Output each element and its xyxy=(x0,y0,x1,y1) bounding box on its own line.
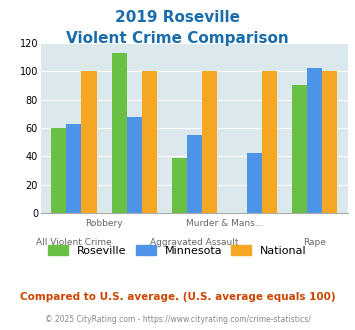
Bar xyxy=(172,158,187,213)
Bar xyxy=(187,135,202,213)
Legend: Roseville, Minnesota, National: Roseville, Minnesota, National xyxy=(44,241,311,260)
Text: 2019 Roseville: 2019 Roseville xyxy=(115,10,240,25)
Bar xyxy=(142,71,157,213)
Bar xyxy=(307,68,322,213)
Bar xyxy=(51,128,66,213)
Text: All Violent Crime: All Violent Crime xyxy=(36,238,112,247)
Text: Robbery: Robbery xyxy=(85,219,123,228)
Text: Violent Crime Comparison: Violent Crime Comparison xyxy=(66,31,289,46)
Bar xyxy=(262,71,277,213)
Bar xyxy=(66,124,81,213)
Text: Murder & Mans...: Murder & Mans... xyxy=(186,219,263,228)
Text: Aggravated Assault: Aggravated Assault xyxy=(150,238,239,247)
Bar xyxy=(127,116,142,213)
Bar xyxy=(202,71,217,213)
Bar xyxy=(292,85,307,213)
Bar xyxy=(111,53,127,213)
Bar xyxy=(322,71,337,213)
Text: Compared to U.S. average. (U.S. average equals 100): Compared to U.S. average. (U.S. average … xyxy=(20,292,335,302)
Text: Rape: Rape xyxy=(303,238,326,247)
Bar xyxy=(81,71,97,213)
Text: © 2025 CityRating.com - https://www.cityrating.com/crime-statistics/: © 2025 CityRating.com - https://www.city… xyxy=(45,315,310,324)
Bar xyxy=(247,153,262,213)
